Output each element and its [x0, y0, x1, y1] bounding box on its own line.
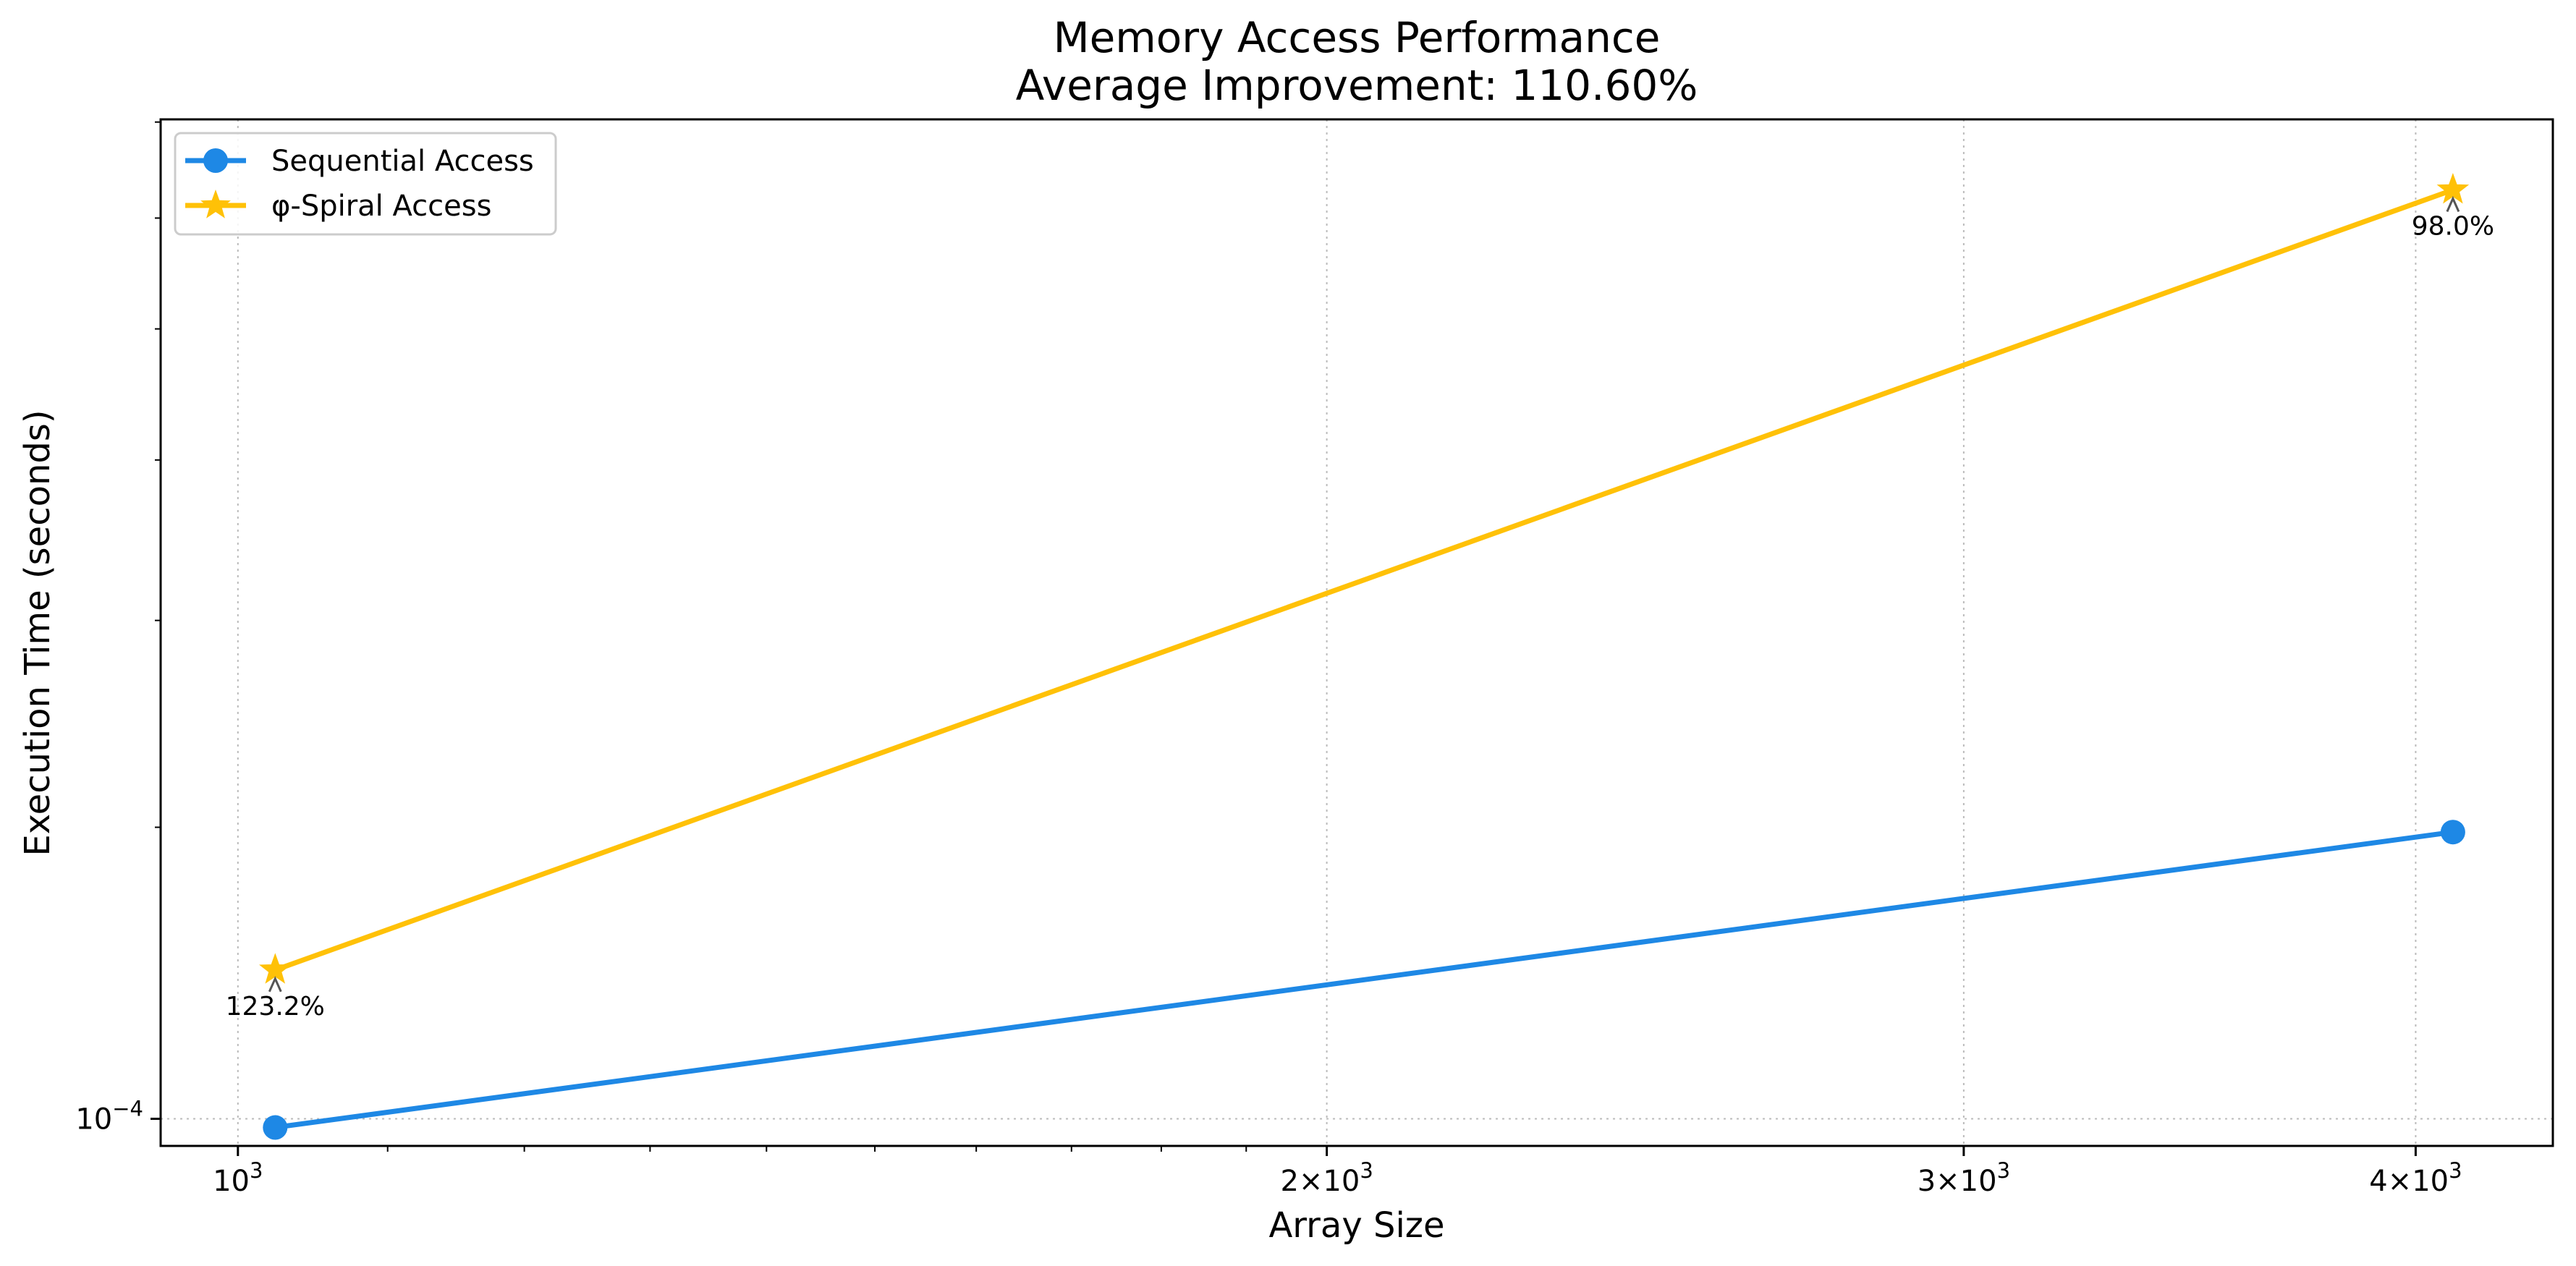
- annotation-label: 123.2%: [226, 992, 325, 1021]
- x-tick-label: 4×103: [2369, 1158, 2462, 1198]
- grid-lines: [161, 119, 2553, 1146]
- legend-entry: Sequential Access: [185, 145, 534, 178]
- series-0: [263, 820, 2465, 1140]
- x-axis-label: Array Size: [1268, 1205, 1444, 1246]
- annotation-arrow: [268, 976, 282, 993]
- legend-entry: φ-Spiral Access: [185, 190, 491, 223]
- legend-box: [174, 132, 557, 236]
- plot-frame: [159, 118, 2554, 1147]
- annotation-label: 98.0%: [2412, 211, 2494, 241]
- legend-items: Sequential Access φ-Spiral Access: [185, 145, 534, 223]
- legend-label: Sequential Access: [271, 145, 534, 178]
- chart-subtitle: Average Improvement: 110.60%: [1016, 61, 1698, 110]
- legend-label: φ-Spiral Access: [271, 190, 491, 223]
- legend: Sequential Access φ-Spiral Access: [174, 132, 557, 236]
- legend-swatch-marker: [200, 190, 231, 218]
- chart-title: Memory Access Performance: [1054, 13, 1661, 62]
- data-point: [2440, 820, 2465, 845]
- series-line: [274, 187, 2454, 973]
- series-line: [274, 829, 2454, 1130]
- series-group: [259, 173, 2470, 1140]
- y-axis-label: Execution Time (seconds): [17, 409, 58, 856]
- data-point: [263, 1115, 288, 1140]
- x-tick-label: 3×103: [1918, 1158, 2010, 1198]
- x-tick-label: 2×103: [1280, 1158, 1373, 1198]
- y-tick-label: 10−4: [75, 1097, 143, 1137]
- annotations: 123.2% 98.0%: [226, 195, 2494, 1021]
- axis-ticks: 103 2×103 3×103 4×103 10−4: [75, 1097, 2462, 1198]
- legend-swatch-marker: [203, 148, 228, 173]
- x-tick-label: 103: [213, 1158, 263, 1198]
- annotation-arrow: [2446, 195, 2460, 213]
